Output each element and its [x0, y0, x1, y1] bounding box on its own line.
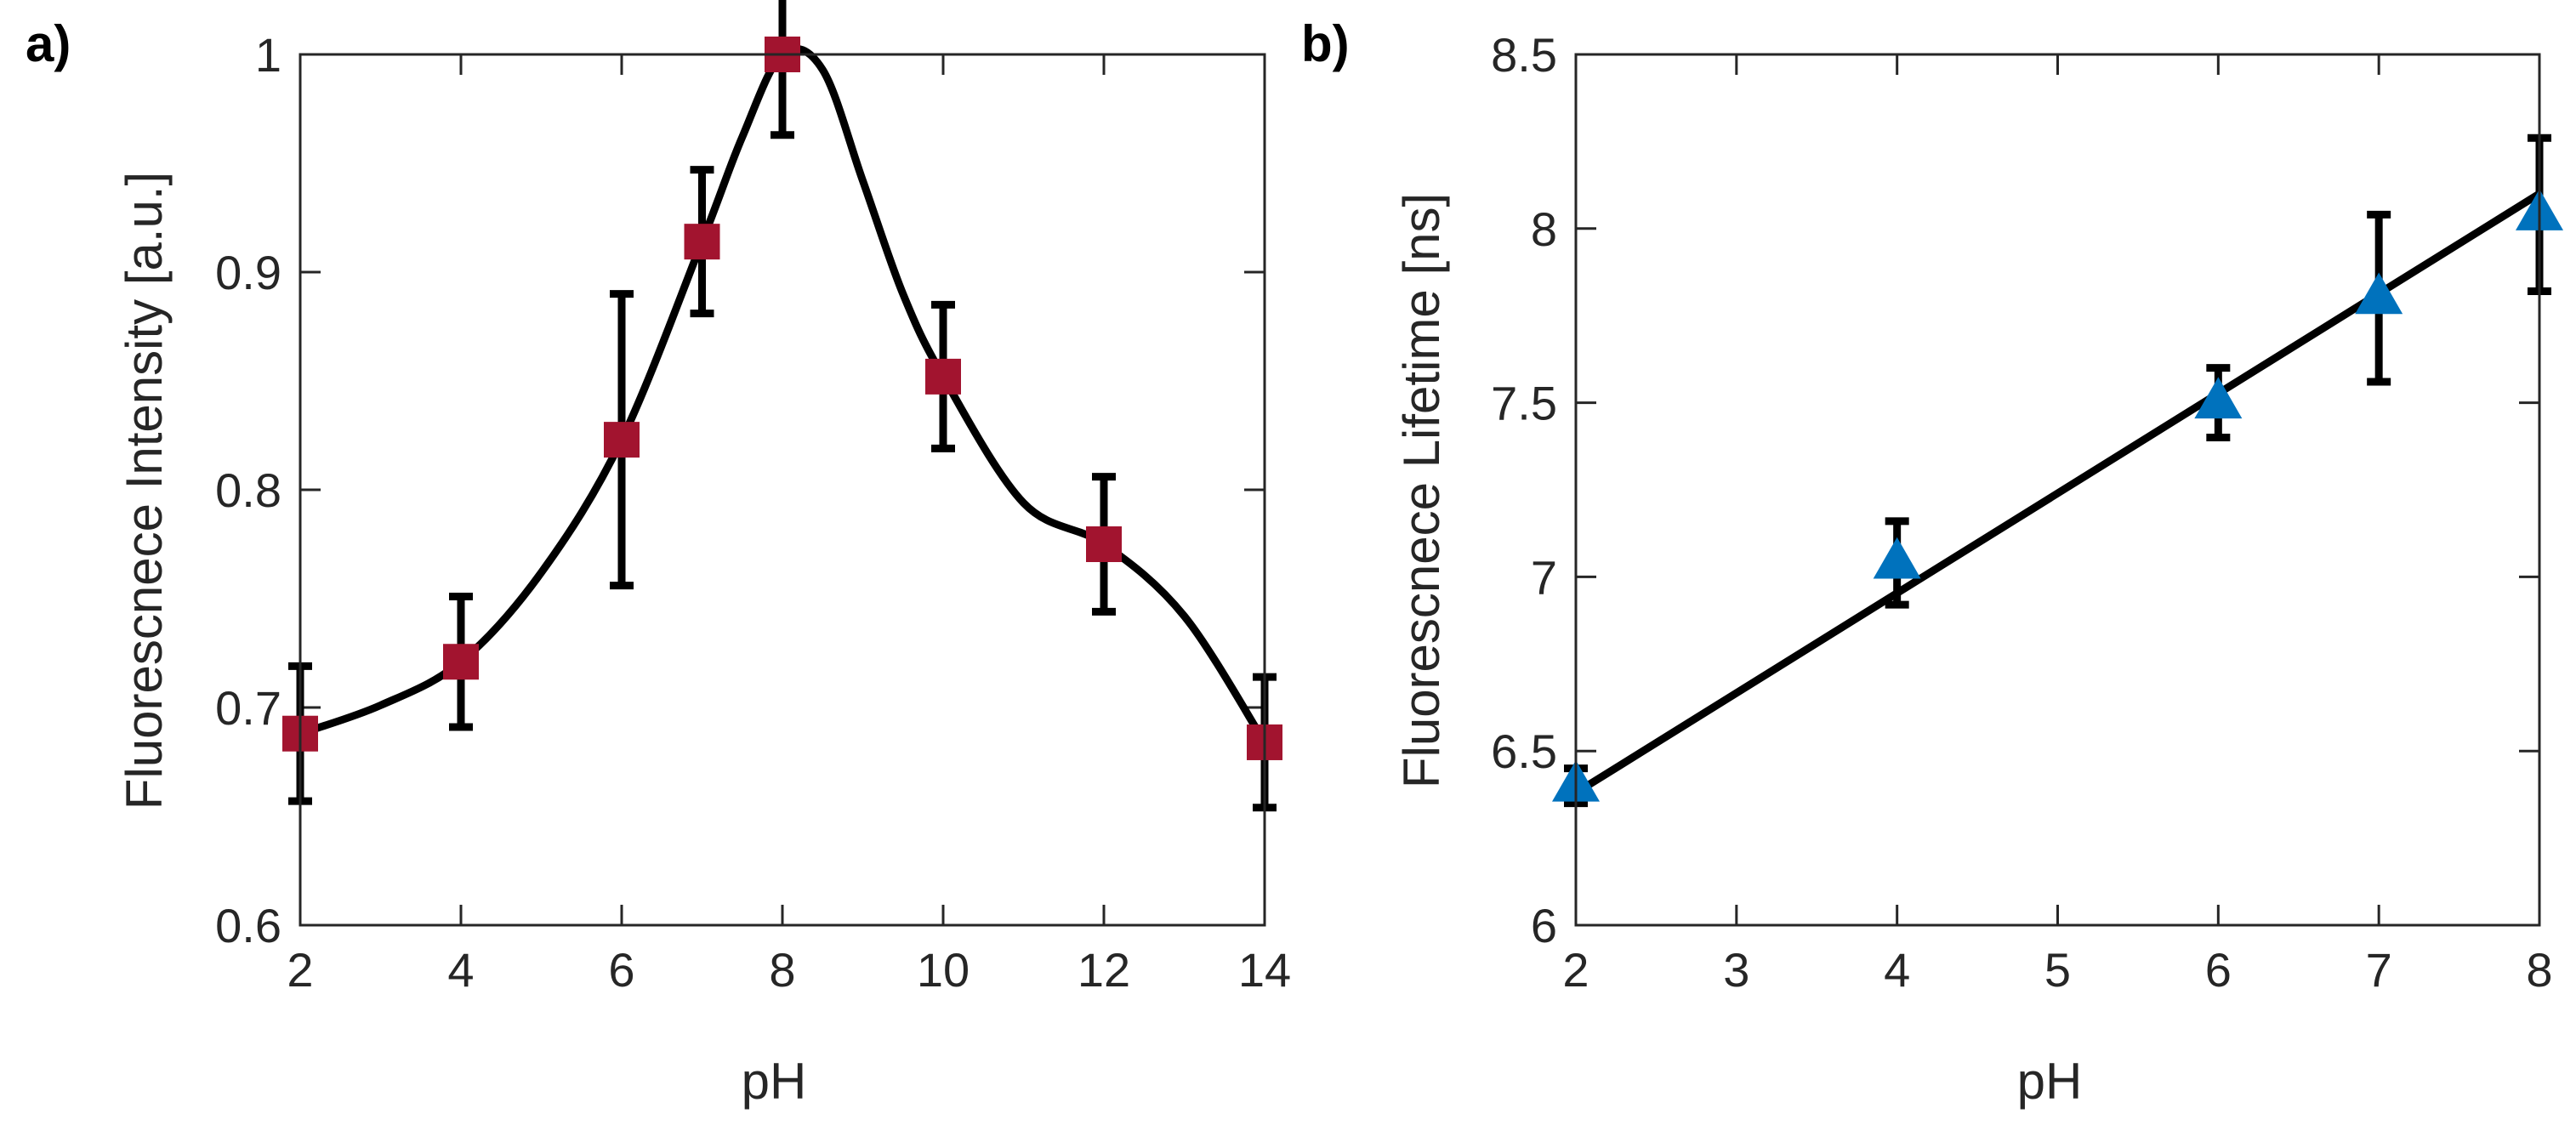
- x-tick-label: 2: [287, 943, 313, 997]
- y-tick-label: 0.8: [215, 463, 281, 517]
- panel-a: a) pH Fluorescnece Intensity [a.u.] 2 4 6 8…: [26, 0, 1291, 1110]
- panel-a-x-axis-title: pH: [742, 1053, 807, 1110]
- x-tick-label: 8: [769, 943, 795, 997]
- data-point-triangle: [2194, 377, 2243, 419]
- fit-curve: [296, 44, 1269, 747]
- data-point-square: [604, 422, 640, 458]
- y-tick-label: 1: [255, 28, 281, 82]
- panel-a-markers: [282, 37, 1282, 760]
- y-tick-label: 6: [1531, 899, 1557, 952]
- y-tick-label: 7: [1531, 550, 1557, 604]
- data-point-square: [443, 644, 479, 680]
- y-tick-label: 8.5: [1491, 28, 1557, 82]
- y-tick-label: 0.9: [215, 246, 281, 299]
- x-tick-label: 2: [1562, 943, 1589, 997]
- panel-b-frame: [1574, 53, 2541, 927]
- x-tick-label: 12: [1078, 943, 1130, 997]
- panel-a-label: a): [26, 15, 71, 72]
- data-point-square: [684, 224, 720, 260]
- panel-b-error-bars: [1564, 134, 2551, 808]
- panel-a-fit-curve-group: [296, 44, 1269, 747]
- panel-b-fit-line-group: [1572, 190, 2544, 797]
- fit-curve: [1572, 190, 2544, 797]
- x-tick-label: 5: [2044, 943, 2071, 997]
- data-point-triangle: [1873, 537, 1921, 579]
- x-tick-label: 6: [608, 943, 634, 997]
- panel-a-frame: [299, 53, 1266, 927]
- y-tick-label: 0.6: [215, 899, 281, 952]
- x-tick-label: 3: [1723, 943, 1749, 997]
- x-tick-label: 6: [2205, 943, 2232, 997]
- x-tick-label: 8: [2526, 943, 2552, 997]
- x-tick-label: 4: [447, 943, 474, 997]
- panel-a-error-bars: [288, 0, 1277, 812]
- y-tick-label: 0.7: [215, 681, 281, 735]
- x-tick-label: 4: [1884, 943, 1910, 997]
- x-tick-label: 14: [1238, 943, 1291, 997]
- panel-b-x-axis-title: pH: [2017, 1053, 2083, 1110]
- panel-b-label: b): [1301, 15, 1350, 72]
- y-tick-label: 7.5: [1491, 377, 1557, 430]
- data-point-triangle: [2355, 272, 2403, 315]
- panel-a-ticks: 2 4 6 8 10 12 14 0.6 0.7 0.8 0.9 1: [215, 28, 1291, 997]
- panel-b: b) pH Fluorescnece Lifetime [ns] 2 3 4 5 6 7 8…: [1301, 15, 2563, 1110]
- data-point-square: [1086, 526, 1122, 562]
- y-tick-label: 8: [1531, 202, 1557, 256]
- x-tick-label: 7: [2366, 943, 2392, 997]
- x-tick-label: 10: [917, 943, 970, 997]
- data-point-square: [925, 358, 961, 395]
- panel-a-y-axis-title: Fluorescnece Intensity [a.u.]: [116, 172, 173, 810]
- panel-b-y-axis-title: Fluorescnece Lifetime [ns]: [1393, 193, 1450, 788]
- y-tick-label: 6.5: [1491, 724, 1557, 778]
- panel-b-ticks: 2 3 4 5 6 7 8 6 6.5 7 7.5 8 8.5: [1491, 28, 2552, 997]
